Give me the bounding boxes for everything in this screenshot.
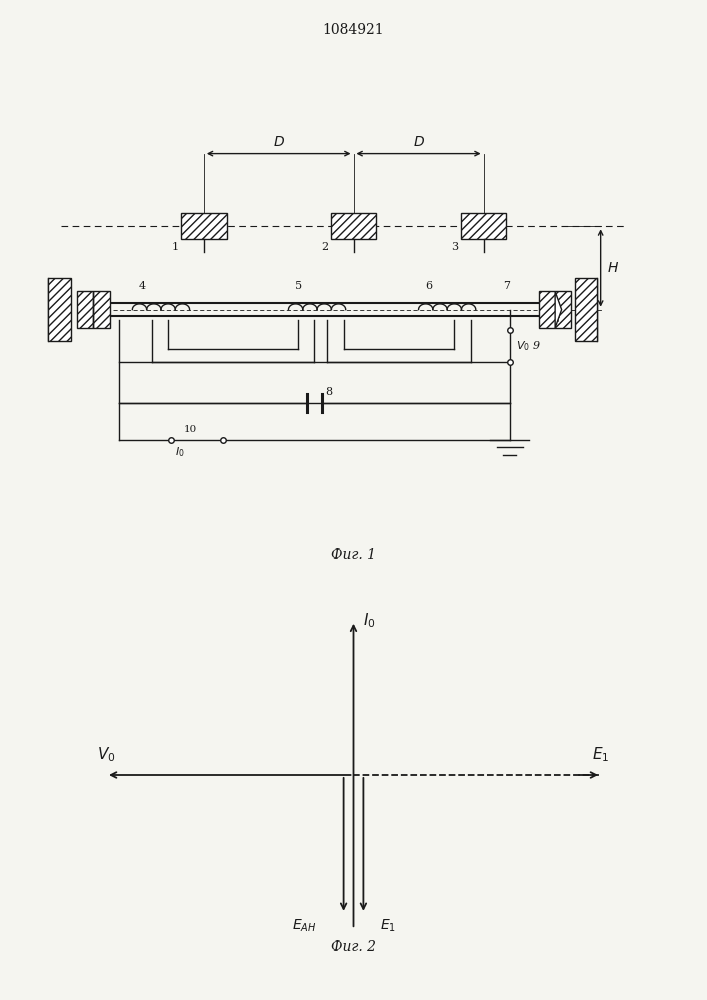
Text: 2: 2 — [321, 242, 328, 252]
Text: $V_0$ 9: $V_0$ 9 — [516, 339, 542, 353]
Bar — [48, 278, 71, 341]
Text: 6: 6 — [425, 281, 432, 291]
Polygon shape — [555, 291, 561, 328]
Text: 7: 7 — [503, 281, 510, 291]
Text: 3: 3 — [451, 242, 458, 252]
Text: $D$: $D$ — [273, 135, 285, 149]
Bar — [575, 278, 597, 341]
Text: $E_1$: $E_1$ — [380, 917, 396, 934]
Text: $E_1$: $E_1$ — [592, 746, 609, 764]
Text: 4: 4 — [139, 281, 146, 291]
Text: 1: 1 — [171, 242, 178, 252]
Text: 5: 5 — [295, 281, 302, 291]
Bar — [539, 291, 571, 328]
Text: $I_0$: $I_0$ — [175, 445, 185, 459]
Bar — [331, 213, 376, 239]
Text: $V_0$: $V_0$ — [97, 746, 115, 764]
Text: 1084921: 1084921 — [322, 23, 385, 37]
Text: $H$: $H$ — [607, 261, 619, 275]
Text: $E_{АН}$: $E_{АН}$ — [292, 917, 316, 934]
Bar — [181, 213, 227, 239]
Text: Фиг. 2: Фиг. 2 — [331, 940, 376, 954]
Text: 8: 8 — [325, 387, 333, 397]
Text: Фиг. 1: Фиг. 1 — [331, 548, 376, 562]
Text: 10: 10 — [185, 425, 197, 434]
Text: $I_0$: $I_0$ — [363, 611, 376, 630]
Text: $D$: $D$ — [413, 135, 424, 149]
Bar — [461, 213, 506, 239]
Bar — [77, 291, 110, 328]
